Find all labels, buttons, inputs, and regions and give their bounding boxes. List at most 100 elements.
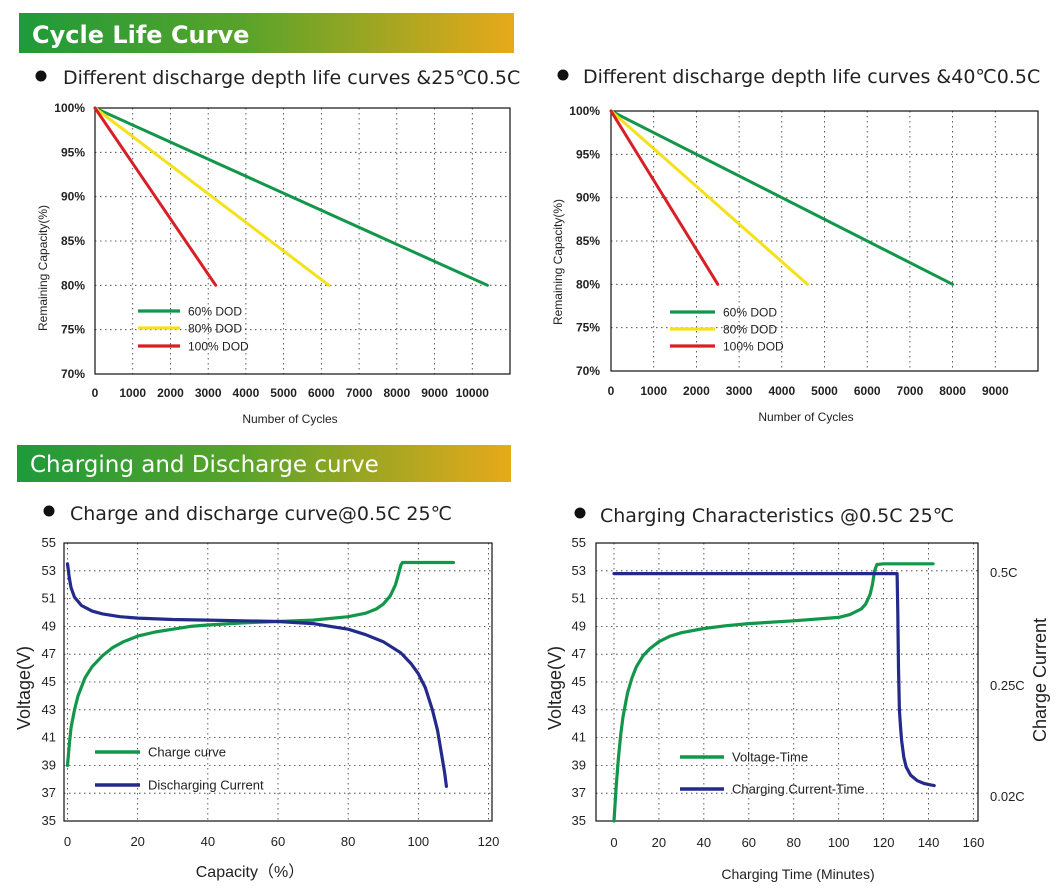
y-axis-label: Remaining Capacity(%) bbox=[36, 205, 50, 331]
bullet-icon bbox=[35, 70, 47, 82]
legend: 60% DOD 80% DOD 100% DOD bbox=[670, 306, 784, 354]
y-tick-label: 55 bbox=[572, 535, 586, 550]
x-axis-label: Number of Cycles bbox=[758, 410, 853, 424]
bullet-icon bbox=[43, 505, 55, 517]
legend-label: 100% DOD bbox=[723, 340, 784, 354]
y-tick-label: 100% bbox=[569, 104, 600, 118]
x-tick-label: 0 bbox=[64, 834, 71, 849]
y-tick-label: 45 bbox=[42, 674, 56, 689]
x-tick-label: 10000 bbox=[456, 386, 490, 400]
y-tick-label: 47 bbox=[572, 646, 586, 661]
y-tick-label: 95% bbox=[576, 147, 600, 161]
y-axis-label: Remaining Capacity(%) bbox=[551, 199, 565, 325]
y-tick-label: 90% bbox=[576, 191, 600, 205]
y-tick-label: 75% bbox=[576, 321, 600, 335]
legend-label: 60% DOD bbox=[723, 306, 777, 320]
x-tick-label: 20 bbox=[652, 835, 666, 850]
y-axis-label: Voltage(V) bbox=[545, 646, 565, 730]
legend-label: 60% DOD bbox=[188, 305, 242, 319]
y-tick-label: 43 bbox=[572, 702, 586, 717]
plot-frame bbox=[610, 110, 1039, 372]
chart-subtitle-life25: Different discharge depth life curves &2… bbox=[35, 67, 520, 89]
y-tick-label: 53 bbox=[572, 563, 586, 578]
x-tick-label: 40 bbox=[201, 834, 215, 849]
legend-label: Charge curve bbox=[148, 745, 226, 760]
chart-title: Different discharge depth life curves &4… bbox=[583, 66, 1040, 88]
y-tick-label: 37 bbox=[42, 785, 56, 800]
plot-frame bbox=[94, 107, 511, 375]
x-tick-label: 120 bbox=[873, 835, 895, 850]
plot-frame bbox=[595, 542, 979, 822]
section-banner-charging: Charging and Discharge curve bbox=[17, 445, 511, 482]
y-tick-label: 39 bbox=[572, 757, 586, 772]
y-tick-label: 85% bbox=[576, 234, 600, 248]
y-tick-label: 47 bbox=[42, 646, 56, 661]
chart-chgchar: 35 37 39 41 43 45 47 49 51 53 55 0 20 40 60 80 100 120 140… bbox=[545, 535, 1050, 882]
section-title-cycle-life: Cycle Life Curve bbox=[32, 21, 249, 49]
x-tick-label: 120 bbox=[478, 834, 500, 849]
x-tick-label: 0 bbox=[92, 386, 99, 400]
x-tick-label: 9000 bbox=[421, 386, 448, 400]
x-tick-label: 40 bbox=[697, 835, 711, 850]
series-line-80-dod bbox=[609, 109, 809, 286]
y-tick-label: 49 bbox=[42, 618, 56, 633]
y-tick-label: 70% bbox=[576, 364, 600, 378]
plot-frame bbox=[63, 542, 493, 822]
y-tick-label: 37 bbox=[572, 785, 586, 800]
y-tick-label: 100% bbox=[54, 101, 85, 115]
chart-subtitle-chgdis: Charge and discharge curve@0.5C 25℃ bbox=[43, 503, 452, 525]
section-title-charging: Charging and Discharge curve bbox=[30, 452, 379, 478]
x-tick-label: 100 bbox=[828, 835, 850, 850]
series-line-discharging-current bbox=[65, 562, 448, 788]
y-axis-label: Voltage(V) bbox=[14, 646, 34, 730]
y2-tick-label: 0.25C bbox=[990, 678, 1025, 693]
y-tick-label: 70% bbox=[61, 367, 85, 381]
y-tick-label: 55 bbox=[42, 535, 56, 550]
y-tick-label: 39 bbox=[42, 757, 56, 772]
x-axis-label: Number of Cycles bbox=[242, 412, 337, 426]
x-tick-label: 5000 bbox=[811, 384, 838, 398]
y-tick-label: 35 bbox=[572, 813, 586, 828]
y2-tick-label: 0.02C bbox=[990, 789, 1025, 804]
x-tick-label: 1000 bbox=[119, 386, 146, 400]
y-tick-label: 35 bbox=[42, 813, 56, 828]
x-tick-label: 6000 bbox=[854, 384, 881, 398]
y-tick-label: 75% bbox=[61, 323, 85, 337]
y2-axis-label: Charge Current bbox=[1030, 618, 1050, 742]
charts-layer: 70%75%80%85%90%95%100%0 1000 2000 3000 4000 5… bbox=[14, 101, 1050, 882]
y-tick-label: 43 bbox=[42, 702, 56, 717]
bullet-icon bbox=[557, 69, 569, 81]
x-tick-label: 4000 bbox=[768, 384, 795, 398]
y-tick-label: 45 bbox=[572, 674, 586, 689]
y-tick-label: 53 bbox=[42, 563, 56, 578]
x-tick-label: 0 bbox=[610, 835, 617, 850]
chart-life25: 70% 75% 80% 85% 90% 95% 100% 0 1000 2000 3000 4000 5… bbox=[36, 101, 511, 426]
legend: Voltage-Time Charging Current-Time bbox=[680, 750, 864, 797]
x-tick-label: 3000 bbox=[195, 386, 222, 400]
legend-label: 80% DOD bbox=[188, 322, 242, 336]
x-tick-label: 20 bbox=[130, 834, 144, 849]
x-tick-label: 60 bbox=[742, 835, 756, 850]
series-line-100-dod bbox=[609, 109, 720, 286]
legend: Charge curve Discharging Current bbox=[95, 745, 264, 793]
chart-title: Different discharge depth life curves &2… bbox=[63, 67, 520, 89]
x-tick-label: 4000 bbox=[233, 386, 260, 400]
series-line-charging-current-time bbox=[612, 571, 936, 788]
chart-title: Charging Characteristics @0.5C 25℃ bbox=[600, 505, 954, 527]
chart-title: Charge and discharge curve@0.5C 25℃ bbox=[70, 503, 452, 525]
series-line-60-dod bbox=[93, 106, 489, 287]
x-tick-label: 80 bbox=[341, 834, 355, 849]
series-line-60-dod bbox=[609, 109, 955, 286]
y-tick-label: 51 bbox=[572, 591, 586, 606]
y-tick-label: 41 bbox=[42, 730, 56, 745]
y-tick-label: 51 bbox=[42, 591, 56, 606]
x-tick-label: 7000 bbox=[346, 386, 373, 400]
legend-label: 100% DOD bbox=[188, 340, 249, 354]
x-tick-label: 2000 bbox=[157, 386, 184, 400]
section-banner-cycle-life: Cycle Life Curve bbox=[19, 13, 514, 53]
banner-background bbox=[17, 445, 511, 482]
y-tick-label: 41 bbox=[572, 730, 586, 745]
y2-tick-label: 0.5C bbox=[990, 565, 1017, 580]
x-tick-label: 0 bbox=[608, 384, 615, 398]
